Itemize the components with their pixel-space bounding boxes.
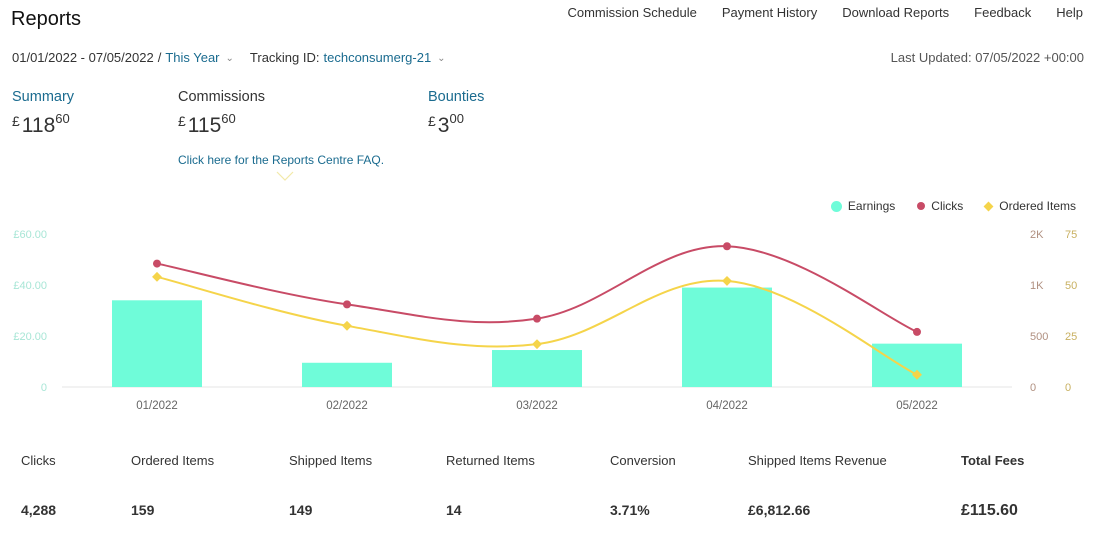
left-axis-tick-label: £20.00 bbox=[13, 331, 47, 343]
x-axis-tick-label: 03/2022 bbox=[516, 400, 558, 412]
commissions-title: Commissions bbox=[178, 89, 266, 105]
tracking-id-label: Tracking ID: bbox=[249, 50, 320, 65]
stat-value-shipped-revenue: £6,812.66 bbox=[748, 502, 811, 518]
date-range-text: 01/01/2022 - 07/05/2022 bbox=[12, 50, 154, 65]
legend-earnings[interactable]: Earnings bbox=[830, 199, 895, 213]
ordered-items-point bbox=[722, 275, 732, 286]
stat-value-conversion: 3.71% bbox=[610, 502, 650, 518]
nav-payment-history[interactable]: Payment History bbox=[721, 5, 818, 20]
ordered-items-point bbox=[152, 271, 162, 282]
x-axis-tick-label: 02/2022 bbox=[326, 400, 368, 412]
summary-value: £11860 bbox=[12, 111, 70, 137]
tooltip-caret-icon bbox=[276, 171, 294, 181]
ordered-items-point bbox=[342, 320, 352, 331]
commissions-value: £11560 bbox=[178, 111, 236, 137]
stats-values-row: 4,288 159 149 14 3.71% £6,812.66 £115.60 bbox=[0, 502, 1100, 524]
stat-value-ordered-items: 159 bbox=[131, 502, 155, 518]
summary-card: Summary £11860 bbox=[12, 89, 74, 138]
earnings-bar bbox=[682, 287, 772, 387]
earnings-bar bbox=[492, 350, 582, 387]
right-axis-clicks-tick-label: 1K bbox=[1030, 280, 1044, 292]
filter-bar: 01/01/2022 - 07/05/2022 / This Year ⌄ Tr… bbox=[12, 50, 460, 65]
chart-legend: Earnings Clicks Ordered Items bbox=[809, 199, 1076, 213]
clicks-point bbox=[913, 327, 921, 336]
earnings-chart: 0 £20.00 £40.00 £60.00 0 500 1K 2K 0 25 50 75 01/202… bbox=[13, 229, 1077, 412]
chevron-down-icon[interactable]: ⌄ bbox=[225, 53, 234, 64]
stat-label-returned-items: Returned Items bbox=[446, 453, 535, 468]
left-axis-tick-label: £60.00 bbox=[13, 229, 47, 241]
nav-download-reports[interactable]: Download Reports bbox=[842, 5, 950, 20]
bounties-link[interactable]: Bounties bbox=[428, 89, 485, 105]
bounties-card: Bounties £300 bbox=[428, 89, 484, 138]
stat-label-clicks: Clicks bbox=[21, 453, 56, 468]
earnings-legend-icon bbox=[830, 200, 842, 212]
right-axis-clicks-tick-label: 0 bbox=[1030, 382, 1036, 394]
stat-value-shipped-items: 149 bbox=[289, 502, 313, 518]
stat-label-ordered-items: Ordered Items bbox=[131, 453, 215, 468]
clicks-point bbox=[533, 314, 541, 323]
stat-label-shipped-items: Shipped Items bbox=[289, 453, 373, 468]
clicks-point bbox=[153, 259, 161, 268]
period-dropdown[interactable]: This Year bbox=[165, 50, 220, 65]
earnings-bar bbox=[872, 343, 962, 387]
right-axis-ordered-tick-label: 0 bbox=[1065, 382, 1071, 394]
x-axis-tick-label: 05/2022 bbox=[896, 400, 938, 412]
clicks-point bbox=[343, 300, 351, 309]
date-separator: / bbox=[157, 50, 162, 65]
stat-label-conversion: Conversion bbox=[610, 453, 676, 468]
ordered-items-legend-icon bbox=[983, 201, 994, 211]
commissions-card: Commissions £11560 bbox=[178, 89, 265, 138]
tracking-id-dropdown[interactable]: techconsumerg-21 bbox=[323, 50, 432, 65]
faq-link[interactable]: Click here for the Reports Centre FAQ. bbox=[178, 153, 385, 167]
stat-value-total-fees: £115.60 bbox=[961, 502, 1018, 519]
stats-labels-row: Clicks Ordered Items Shipped Items Retur… bbox=[0, 453, 1100, 473]
top-nav: Commission Schedule Payment History Down… bbox=[542, 5, 1083, 20]
page-title: Reports bbox=[11, 8, 82, 30]
nav-help[interactable]: Help bbox=[1056, 5, 1083, 20]
bounties-value: £300 bbox=[428, 111, 464, 137]
right-axis-clicks-tick-label: 500 bbox=[1030, 331, 1048, 343]
ordered-items-point bbox=[532, 339, 542, 350]
left-axis-tick-label: 0 bbox=[41, 382, 47, 394]
left-axis-tick-label: £40.00 bbox=[13, 280, 47, 292]
x-axis-tick-label: 01/2022 bbox=[136, 400, 178, 412]
stat-value-clicks: 4,288 bbox=[21, 502, 57, 518]
stat-label-total-fees: Total Fees bbox=[961, 453, 1025, 468]
earnings-bar bbox=[302, 362, 392, 387]
right-axis-ordered-tick-label: 75 bbox=[1065, 229, 1077, 241]
right-axis-ordered-tick-label: 50 bbox=[1065, 280, 1077, 292]
nav-commission-schedule[interactable]: Commission Schedule bbox=[567, 5, 697, 20]
stat-label-shipped-revenue: Shipped Items Revenue bbox=[748, 453, 887, 468]
legend-clicks[interactable]: Clicks bbox=[917, 199, 963, 213]
ordered-items-point bbox=[912, 369, 922, 380]
chevron-down-icon[interactable]: ⌄ bbox=[437, 53, 446, 64]
stat-value-returned-items: 14 bbox=[446, 502, 462, 518]
summary-link[interactable]: Summary bbox=[12, 89, 75, 105]
nav-feedback[interactable]: Feedback bbox=[974, 5, 1032, 20]
right-axis-ordered-tick-label: 25 bbox=[1065, 331, 1077, 343]
earnings-bar bbox=[112, 300, 202, 387]
last-updated: Last Updated: 07/05/2022 +00:00 bbox=[890, 50, 1084, 65]
clicks-point bbox=[723, 242, 731, 251]
clicks-legend-icon bbox=[917, 202, 926, 210]
legend-ordered-items[interactable]: Ordered Items bbox=[983, 199, 1076, 213]
right-axis-clicks-tick-label: 2K bbox=[1030, 229, 1044, 241]
x-axis-tick-label: 04/2022 bbox=[706, 400, 748, 412]
